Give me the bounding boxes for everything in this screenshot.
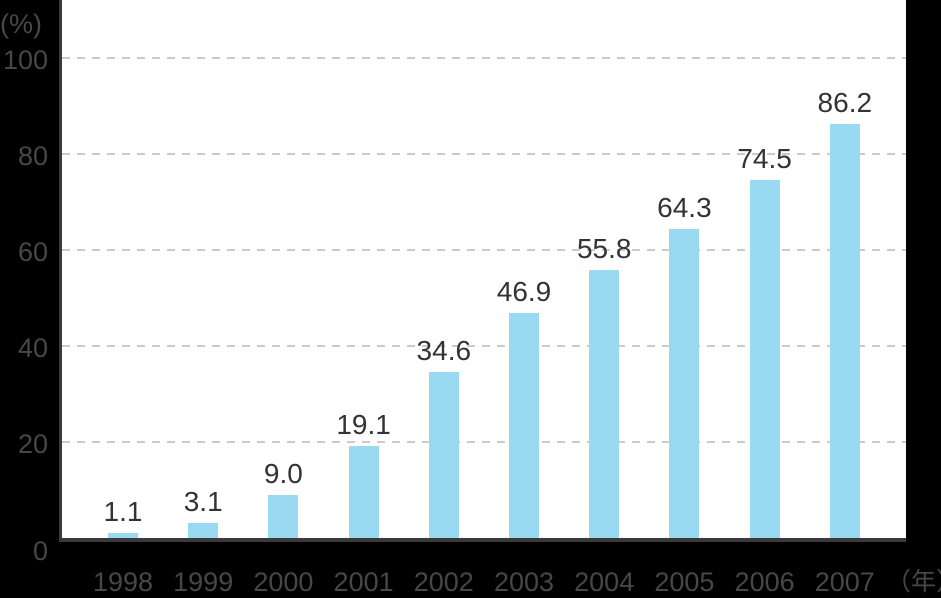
- bar-2000: [268, 494, 299, 538]
- bar-2007: [829, 124, 860, 538]
- bar-2004: [589, 270, 620, 538]
- plot-area: [62, 0, 906, 538]
- x-tick-label-2004: 2004: [574, 567, 635, 597]
- y-axis-unit-label: (%): [0, 9, 42, 39]
- y-tick-label-60: 60: [17, 237, 48, 267]
- bar-2001: [348, 446, 379, 538]
- gridline-60: [62, 249, 906, 251]
- gridline-100: [62, 57, 906, 59]
- y-axis-line: [59, 0, 62, 541]
- bar-value-label-1998: 1.1: [103, 495, 143, 527]
- bar-2005: [669, 229, 700, 538]
- gridline-80: [62, 153, 906, 155]
- gridline-40: [62, 345, 906, 347]
- x-tick-label-2006: 2006: [734, 567, 795, 597]
- bar-2006: [749, 180, 780, 538]
- y-tick-label-100: 100: [2, 45, 48, 75]
- x-axis-line: [59, 538, 906, 542]
- bar-1998: [108, 532, 138, 538]
- bar-value-label-2007: 86.2: [817, 87, 873, 119]
- bar-value-label-2001: 19.1: [336, 409, 391, 441]
- x-tick-label-1999: 1999: [173, 567, 234, 597]
- x-tick-label-2002: 2002: [413, 567, 474, 597]
- x-tick-label-2005: 2005: [654, 567, 715, 597]
- x-tick-label-2007: 2007: [814, 567, 875, 597]
- y-tick-label-0: 0: [32, 536, 48, 566]
- bar-2003: [509, 312, 539, 538]
- gridline-20: [62, 441, 906, 443]
- bar-1999: [188, 523, 219, 538]
- bar-value-label-2000: 9.0: [263, 457, 303, 489]
- bar-value-label-2005: 64.3: [657, 192, 712, 224]
- bar-value-label-1999: 3.1: [183, 486, 223, 518]
- y-tick-label-40: 40: [17, 333, 48, 363]
- x-tick-label-1998: 1998: [92, 567, 154, 597]
- x-tick-label-2000: 2000: [253, 567, 314, 597]
- bar-2002: [428, 371, 459, 538]
- bar-value-label-2006: 74.5: [737, 143, 792, 175]
- y-tick-label-20: 20: [17, 429, 48, 459]
- bar-value-label-2002: 34.6: [416, 334, 472, 366]
- bar-value-label-2003: 46.9: [496, 275, 552, 307]
- bar-value-label-2004: 55.8: [576, 233, 632, 265]
- x-axis-unit-label: （年）: [886, 568, 941, 596]
- x-tick-label-2001: 2001: [333, 567, 394, 597]
- x-tick-label-2003: 2003: [493, 567, 555, 597]
- y-tick-label-80: 80: [17, 141, 48, 171]
